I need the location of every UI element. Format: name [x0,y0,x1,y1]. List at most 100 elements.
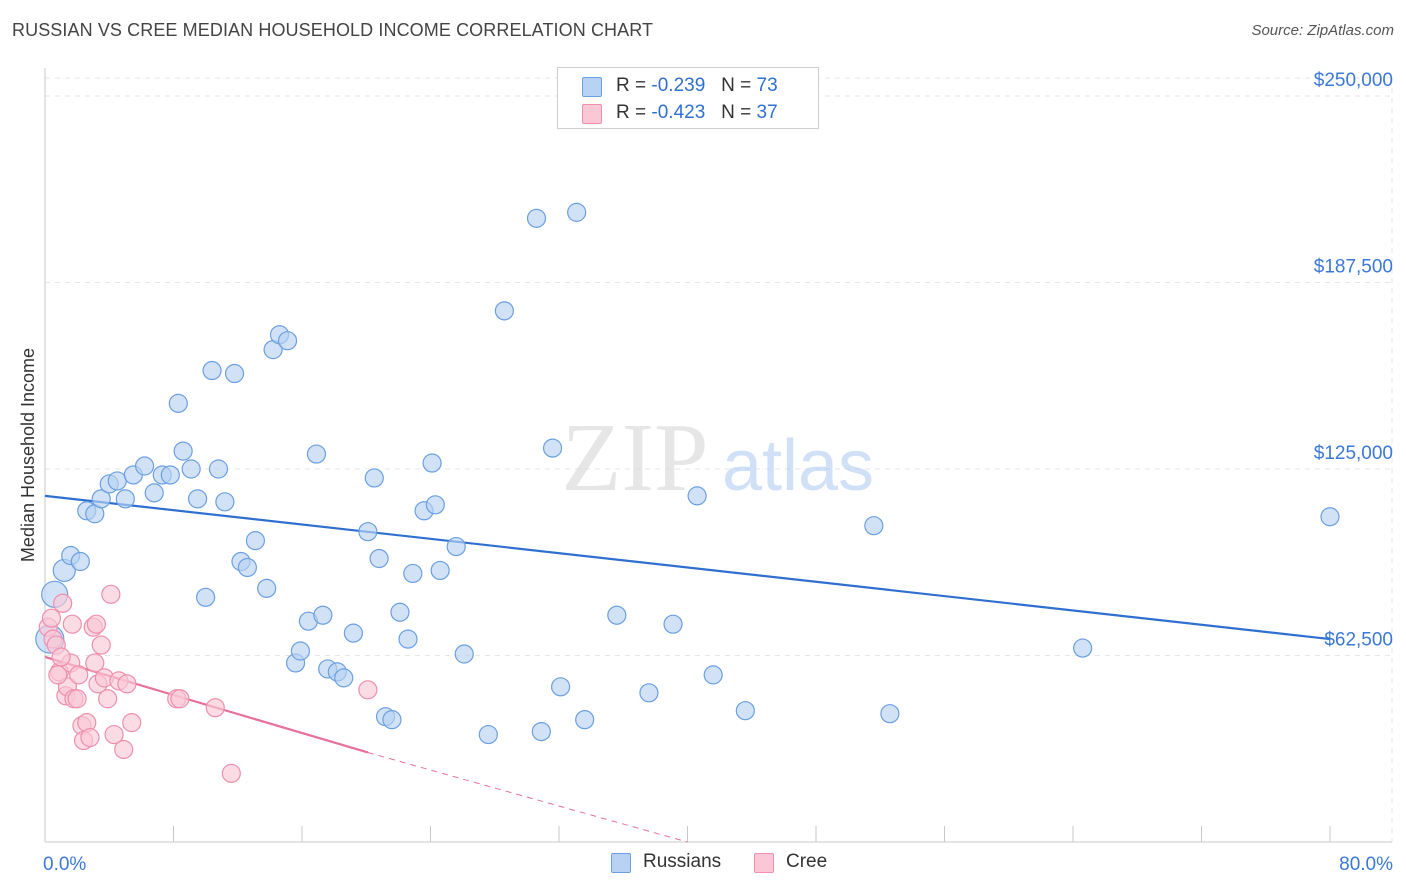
russians-point [478,724,498,745]
y-tick-label: $125,000 [1314,443,1393,464]
russians-r-value: -0.239 [651,75,706,96]
y-tick-label: $187,500 [1314,257,1393,278]
russians-point [215,492,235,512]
watermark-atlas: atlas [722,426,874,506]
russians-point [144,483,164,503]
russians-point [313,605,333,625]
trendlines [44,494,1331,843]
cree-trendline-extension [367,751,688,843]
y-axis-title: Median Household Income [18,348,38,562]
russians-point [735,701,755,721]
x-tick-label-min: 0.0% [43,854,86,875]
x-tick-labels: 0.0% 80.0% [43,854,1393,875]
russians-trendline [44,494,1331,641]
russians-point [343,623,363,643]
cree-swatch [582,104,602,124]
russians-point [703,665,723,685]
russians-point [382,710,402,730]
russians-point [531,721,551,742]
russians-points [35,202,1340,745]
cree-legend-swatch [754,853,774,873]
russians-point [425,495,445,515]
russians-point [542,438,563,458]
russians-point [160,465,180,485]
cree-point [53,593,73,613]
chart-title: RUSSIAN VS CREE MEDIAN HOUSEHOLD INCOME … [12,20,654,40]
russians-point [257,578,277,598]
russians-n-value: 73 [756,75,778,96]
russians-point [403,563,423,584]
russians-point [187,489,208,509]
russians-point [430,560,450,581]
russians-legend-label: Russians [643,851,722,872]
russians-point [880,704,900,724]
cree-point [91,635,111,655]
russians-point [390,602,410,622]
axes [44,68,1392,843]
x-tick-label-max: 80.0% [1339,854,1393,875]
russians-point [202,360,222,381]
russians-point [290,641,310,661]
russians-point [494,301,514,321]
n-label: N = [721,75,752,96]
watermark-zip: ZIP [562,404,709,512]
russians-point [422,453,442,473]
y-tick-labels: $62,500 $125,000 $187,500 $250,000 [1314,70,1393,651]
russians-point [70,551,90,572]
russians-point [107,471,127,491]
russians-point [334,668,354,688]
cree-legend-label: Cree [786,851,828,872]
cree-point [101,584,121,604]
n-label: N = [721,102,752,123]
cree-point [41,608,62,628]
cree-point [114,739,134,760]
source-label: Source: ZipAtlas.com [1251,22,1394,39]
grid-lines [45,77,1393,842]
cree-point [85,653,105,673]
cree-point [170,689,190,709]
russians-point [1073,638,1093,658]
russians-point [245,531,266,551]
russians-point [277,331,298,351]
russians-point [181,459,201,479]
russians-point [639,683,659,703]
russians-point [551,677,571,697]
y-tick-label: $62,500 [1324,630,1393,651]
cree-point [48,665,68,685]
russians-point [306,444,327,464]
russians-point [446,536,466,557]
russians-swatch [582,77,602,97]
cree-point [221,763,241,783]
russians-point [607,605,627,625]
cree-point [98,689,118,709]
russians-legend-swatch [611,853,631,873]
russians-point [364,468,384,488]
russians-point [196,587,216,607]
cree-point [62,614,82,634]
russians-point [91,489,111,509]
russians-point [358,522,378,542]
russians-point [526,208,547,228]
cree-r-value: -0.423 [651,102,706,123]
russians-point [208,459,229,479]
russians-point [224,363,245,384]
russians-point [168,393,188,413]
correlation-legend: R = -0.239 N = 73 R = -0.423 N = 37 [557,67,819,129]
r-label: R = [616,75,647,96]
r-label: R = [616,102,647,123]
cree-points [38,584,378,783]
cree-point [67,689,87,709]
russians-point [687,486,707,506]
russians-point [369,548,389,569]
russians-point [663,614,683,634]
cree-point [104,724,124,745]
russians-point [115,489,135,509]
y-tick-label: $250,000 [1314,70,1393,91]
russians-point [237,557,257,578]
russians-point [567,202,587,222]
russians-point [134,456,155,476]
cree-point [69,665,89,685]
russians-point [398,629,418,649]
cree-n-value: 37 [756,102,778,123]
